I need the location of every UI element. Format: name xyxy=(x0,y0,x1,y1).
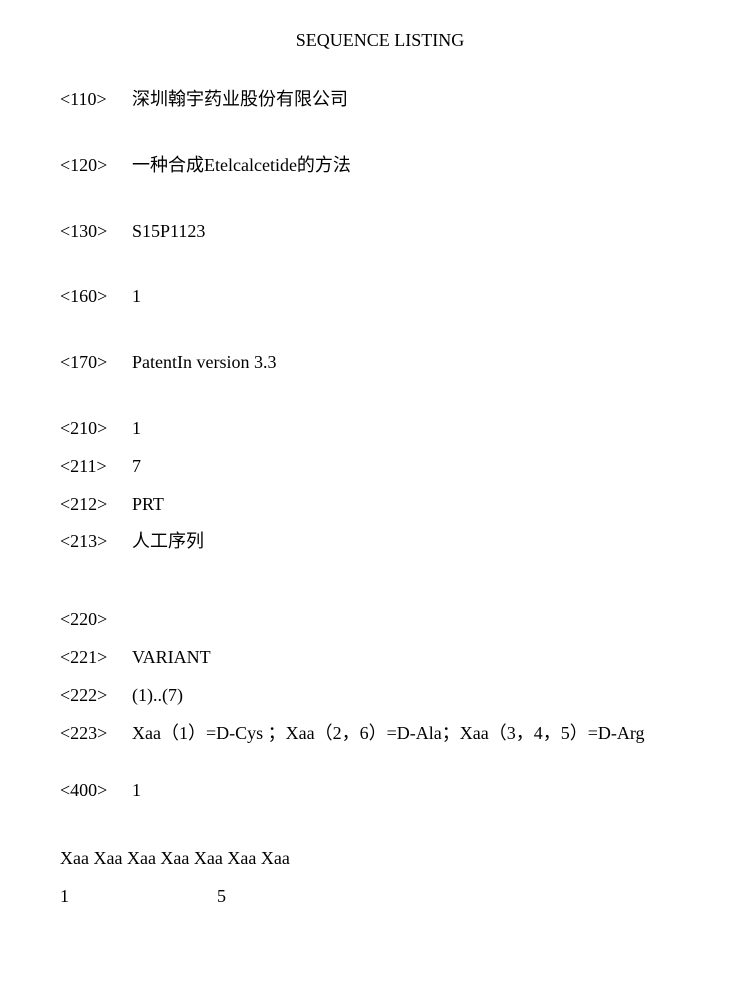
block-160: <160> 1 xyxy=(60,278,700,316)
page-title: SEQUENCE LISTING xyxy=(60,30,700,51)
row-213: <213> 人工序列 xyxy=(60,523,700,561)
val-222: (1)..(7) xyxy=(132,677,700,715)
row-400: <400> 1 xyxy=(60,772,700,810)
sequence-index-5: 5 xyxy=(217,878,226,916)
row-220: <220> xyxy=(60,601,700,639)
val-223: Xaa（1）=D-Cys ；Xaa（2，6）=D-Ala；Xaa（3，4，5）=… xyxy=(132,715,700,753)
tag-400: <400> xyxy=(60,772,132,810)
row-211: <211> 7 xyxy=(60,448,700,486)
tag-160: <160> xyxy=(60,278,132,316)
row-110: <110> 深圳翰宇药业股份有限公司 xyxy=(60,81,700,119)
val-220 xyxy=(132,601,700,639)
row-130: <130> S15P1123 xyxy=(60,213,700,251)
tag-222: <222> xyxy=(60,677,132,715)
val-400: 1 xyxy=(132,772,700,810)
sequence-block: Xaa Xaa Xaa Xaa Xaa Xaa Xaa 1 5 xyxy=(60,840,700,916)
val-210: 1 xyxy=(132,410,700,448)
block-130: <130> S15P1123 xyxy=(60,213,700,251)
tag-110: <110> xyxy=(60,81,132,119)
block-110: <110> 深圳翰宇药业股份有限公司 xyxy=(60,81,700,119)
tag-220: <220> xyxy=(60,601,132,639)
sequence-residues: Xaa Xaa Xaa Xaa Xaa Xaa Xaa xyxy=(60,840,700,878)
row-170: <170> PatentIn version 3.3 xyxy=(60,344,700,382)
tag-211: <211> xyxy=(60,448,132,486)
block-220-223: <220> <221> VARIANT <222> (1)..(7) <223>… xyxy=(60,601,700,752)
val-110: 深圳翰宇药业股份有限公司 xyxy=(132,81,700,119)
row-223: <223> Xaa（1）=D-Cys ；Xaa（2，6）=D-Ala；Xaa（3… xyxy=(60,715,700,753)
row-210: <210> 1 xyxy=(60,410,700,448)
tag-130: <130> xyxy=(60,213,132,251)
val-212: PRT xyxy=(132,486,700,524)
val-160: 1 xyxy=(132,278,700,316)
row-212: <212> PRT xyxy=(60,486,700,524)
tag-212: <212> xyxy=(60,486,132,524)
row-222: <222> (1)..(7) xyxy=(60,677,700,715)
block-400: <400> 1 xyxy=(60,772,700,810)
row-120: <120> 一种合成Etelcalcetide的方法 xyxy=(60,147,700,185)
row-160: <160> 1 xyxy=(60,278,700,316)
val-130: S15P1123 xyxy=(132,213,700,251)
val-221: VARIANT xyxy=(132,639,700,677)
val-170: PatentIn version 3.3 xyxy=(132,344,700,382)
block-210-213: <210> 1 <211> 7 <212> PRT <213> 人工序列 xyxy=(60,410,700,561)
tag-213: <213> xyxy=(60,523,132,561)
val-213: 人工序列 xyxy=(132,523,700,561)
val-120: 一种合成Etelcalcetide的方法 xyxy=(132,147,700,185)
sequence-index-row: 1 5 xyxy=(60,878,700,916)
tag-210: <210> xyxy=(60,410,132,448)
sequence-listing-page: SEQUENCE LISTING <110> 深圳翰宇药业股份有限公司 <120… xyxy=(0,0,750,974)
tag-221: <221> xyxy=(60,639,132,677)
val-211: 7 xyxy=(132,448,700,486)
tag-120: <120> xyxy=(60,147,132,185)
block-120: <120> 一种合成Etelcalcetide的方法 xyxy=(60,147,700,185)
block-170: <170> PatentIn version 3.3 xyxy=(60,344,700,382)
tag-223: <223> xyxy=(60,715,132,753)
row-221: <221> VARIANT xyxy=(60,639,700,677)
tag-170: <170> xyxy=(60,344,132,382)
